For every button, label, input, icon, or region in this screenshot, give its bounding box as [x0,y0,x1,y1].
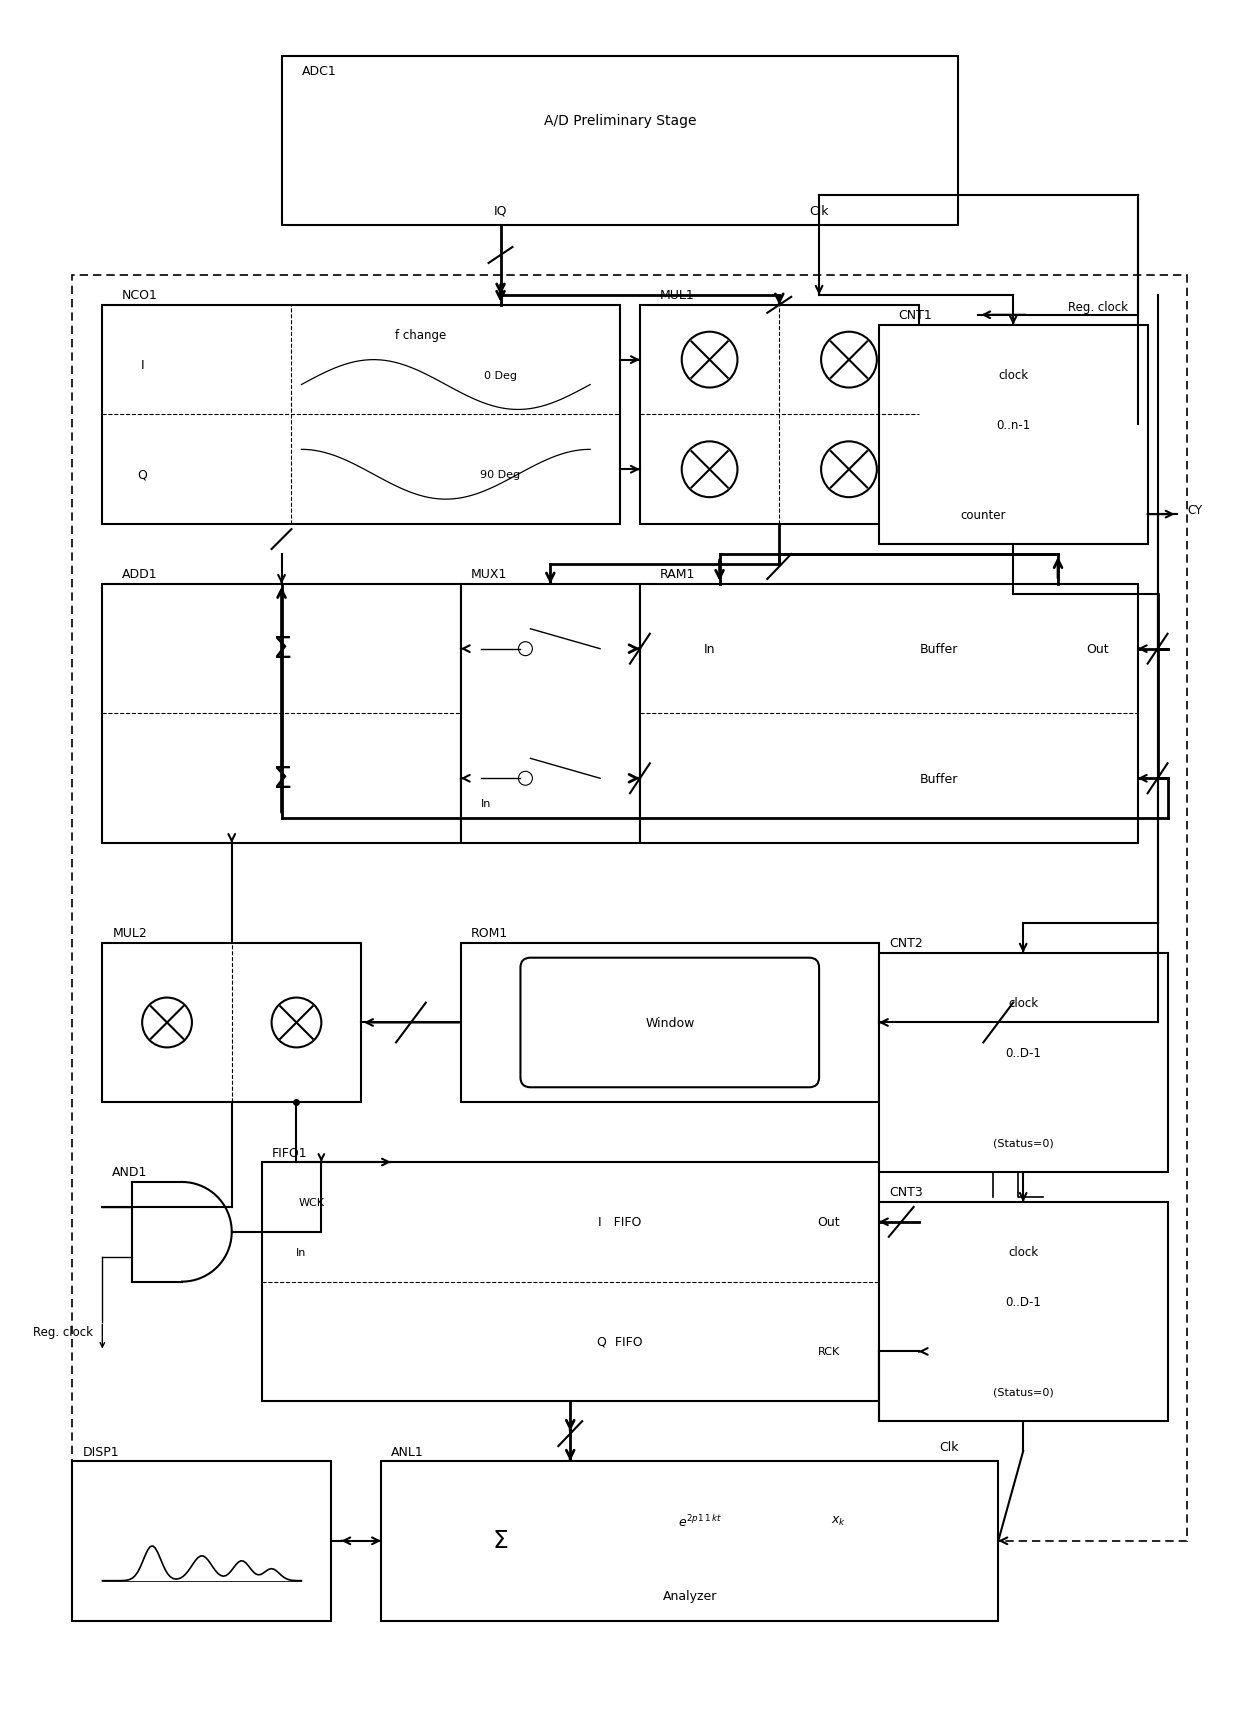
Text: I: I [140,358,144,372]
Text: IQ: IQ [494,205,507,217]
Text: $e^{2p1\,1\,kt}$: $e^{2p1\,1\,kt}$ [677,1513,722,1528]
Text: ROM1: ROM1 [471,927,508,939]
Text: In: In [296,1247,306,1258]
Text: RCK: RCK [818,1347,841,1356]
Bar [72,276,1188,1540]
Text: $\Sigma$: $\Sigma$ [272,634,291,665]
Text: CNT2: CNT2 [889,937,923,949]
Text: In: In [481,799,491,808]
Text: f change: f change [396,329,446,341]
Text: 0..n-1: 0..n-1 [996,419,1030,432]
Text: 90 Deg: 90 Deg [480,470,521,481]
Text: ADC1: ADC1 [301,65,336,78]
Bar [381,1461,998,1621]
Text: $\Sigma$: $\Sigma$ [272,763,291,794]
Bar [281,57,959,226]
Text: A/D Preliminary Stage: A/D Preliminary Stage [544,114,696,128]
Text: $x_k$: $x_k$ [832,1515,847,1528]
Bar [461,942,879,1103]
Bar [103,584,461,844]
Text: Q: Q [138,469,148,481]
Text: MUL1: MUL1 [660,289,694,302]
Bar [103,305,620,526]
Text: Out: Out [817,1216,841,1228]
Bar [879,1203,1168,1421]
Text: $\Sigma$: $\Sigma$ [492,1530,508,1552]
Text: clock: clock [1008,996,1038,1010]
FancyBboxPatch shape [521,958,820,1087]
Text: Window: Window [645,1017,694,1029]
Text: AND1: AND1 [113,1166,148,1179]
Text: RAM1: RAM1 [660,569,696,581]
Bar [461,584,640,844]
Text: Buffer: Buffer [919,643,957,656]
Text: In: In [704,643,715,656]
Text: MUX1: MUX1 [471,569,507,581]
Text: counter: counter [961,508,1006,522]
Text: CY: CY [1188,503,1203,517]
Text: DISP1: DISP1 [82,1446,119,1458]
Text: 0..D-1: 0..D-1 [1006,1296,1042,1308]
Text: clock: clock [998,369,1028,383]
Text: Clk: Clk [810,205,828,217]
Text: FIFO1: FIFO1 [272,1146,308,1160]
Bar [103,942,361,1103]
Text: ADD1: ADD1 [123,569,157,581]
Bar [72,1461,331,1621]
Text: ANL1: ANL1 [391,1446,424,1458]
Text: 0..D-1: 0..D-1 [1006,1046,1042,1060]
Text: clock: clock [1008,1246,1038,1258]
Text: CNT3: CNT3 [889,1185,923,1199]
Bar [640,305,919,526]
Text: 0 Deg: 0 Deg [484,370,517,381]
Text: Out: Out [1086,643,1109,656]
Text: WCK: WCK [299,1197,325,1208]
Text: Reg. clock: Reg. clock [32,1325,93,1339]
Bar [262,1163,879,1401]
Text: Q  FIFO: Q FIFO [598,1335,642,1347]
Text: I   FIFO: I FIFO [599,1216,641,1228]
Text: NCO1: NCO1 [123,289,159,302]
Text: CNT1: CNT1 [899,308,932,322]
Text: MUL2: MUL2 [113,927,148,939]
Text: Analyzer: Analyzer [662,1589,717,1602]
Text: (Status=0): (Status=0) [993,1387,1054,1396]
Bar [879,953,1168,1172]
Text: Clk: Clk [939,1440,959,1452]
Bar [640,584,1137,844]
Text: (Status=0): (Status=0) [993,1137,1054,1148]
Text: Reg. clock: Reg. clock [1068,302,1128,314]
Bar [879,326,1148,544]
Text: Buffer: Buffer [919,772,957,786]
